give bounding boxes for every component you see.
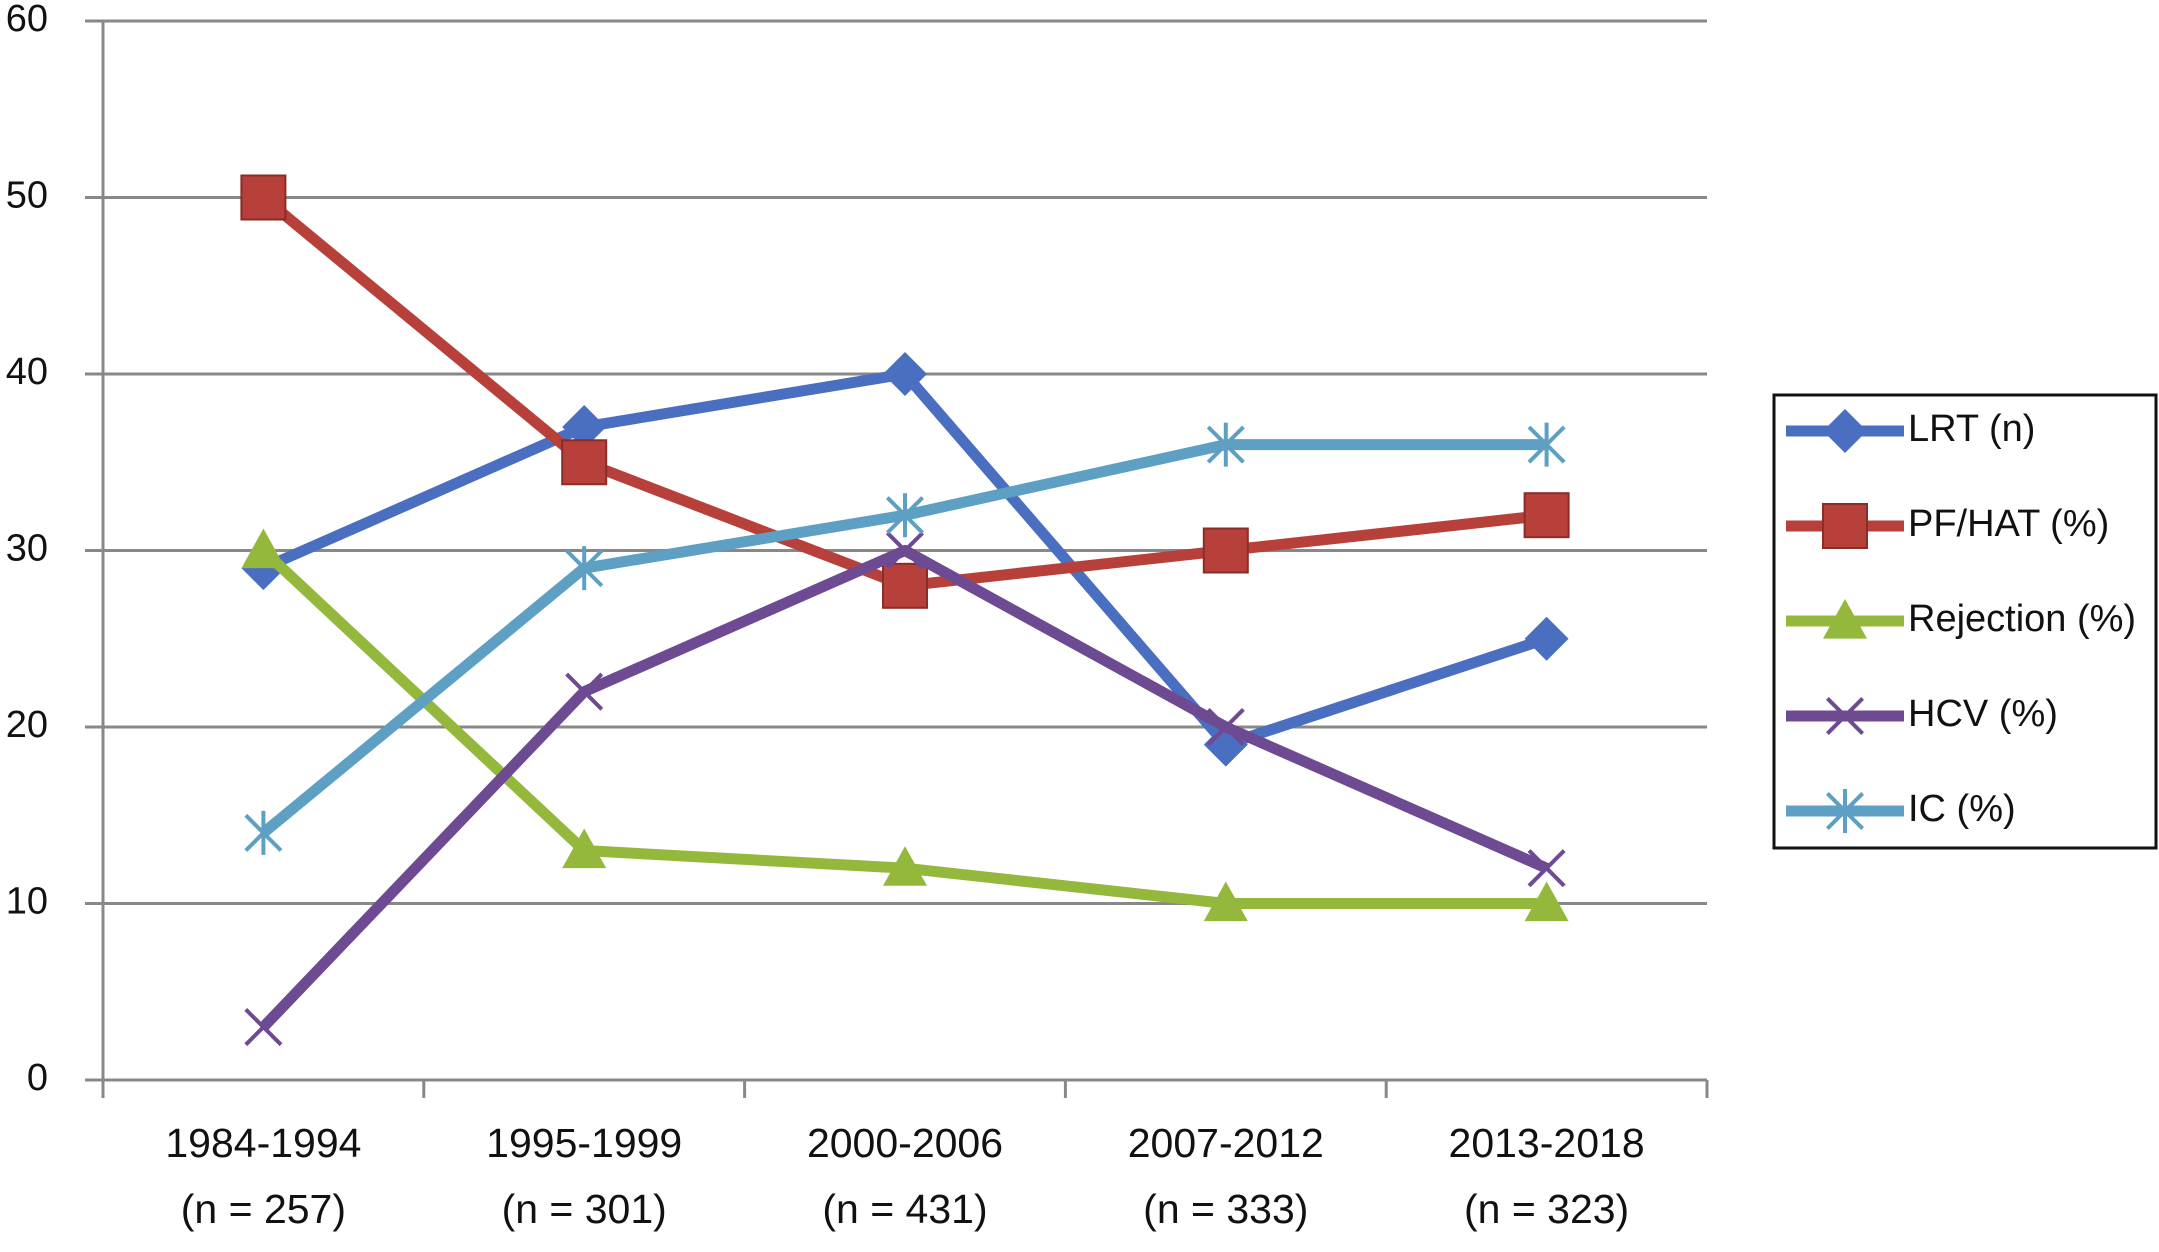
legend-label: IC (%) bbox=[1908, 788, 2016, 830]
x-tick-label: 1984-1994 bbox=[165, 1120, 361, 1166]
marker bbox=[562, 828, 607, 869]
x-tick-label: (n = 301) bbox=[502, 1186, 667, 1232]
y-tick-label: 50 bbox=[6, 175, 48, 217]
marker bbox=[1825, 789, 1865, 833]
marker bbox=[885, 531, 925, 570]
marker bbox=[1203, 881, 1248, 922]
series bbox=[241, 352, 1569, 767]
x-tick-label: (n = 323) bbox=[1464, 1186, 1629, 1232]
marker bbox=[1524, 616, 1569, 661]
y-tick-label: 10 bbox=[6, 881, 48, 923]
y-tick-label: 30 bbox=[6, 528, 48, 570]
x-tick-label: (n = 257) bbox=[181, 1186, 346, 1232]
y-tick-label: 40 bbox=[6, 351, 48, 393]
marker bbox=[1202, 527, 1249, 574]
marker bbox=[244, 810, 283, 855]
marker bbox=[883, 352, 927, 396]
series-line bbox=[259, 545, 1549, 1031]
marker bbox=[565, 546, 604, 591]
y-tick-label: 20 bbox=[6, 704, 48, 746]
marker bbox=[885, 493, 925, 538]
legend-label: LRT (n) bbox=[1908, 408, 2035, 450]
marker bbox=[1527, 422, 1566, 467]
x-tick-label: 2007-2012 bbox=[1128, 1120, 1324, 1166]
series bbox=[244, 422, 1566, 855]
legend-label: HCV (%) bbox=[1908, 693, 2058, 735]
marker bbox=[1206, 707, 1245, 747]
marker bbox=[1527, 849, 1566, 888]
y-tick-label: 0 bbox=[27, 1057, 48, 1099]
y-tick-label: 60 bbox=[6, 0, 48, 40]
legend-label: PF/HAT (%) bbox=[1908, 503, 2109, 545]
marker bbox=[882, 562, 928, 609]
x-tick-label: 2000-2006 bbox=[807, 1120, 1003, 1166]
legend-label: Rejection (%) bbox=[1908, 598, 2136, 640]
marker bbox=[562, 404, 607, 449]
x-tick-label: 1995-1999 bbox=[486, 1120, 682, 1166]
marker bbox=[241, 528, 286, 569]
marker bbox=[883, 846, 927, 886]
x-tick-label: (n = 333) bbox=[1143, 1186, 1308, 1232]
marker bbox=[1524, 881, 1569, 922]
x-tick-label: (n = 431) bbox=[822, 1186, 987, 1232]
series bbox=[241, 528, 1569, 922]
marker bbox=[1823, 409, 1867, 453]
marker bbox=[1822, 503, 1868, 549]
marker bbox=[1823, 599, 1867, 639]
marker bbox=[240, 174, 287, 221]
x-tick-label: 2013-2018 bbox=[1449, 1120, 1645, 1166]
marker bbox=[1206, 422, 1245, 467]
marker bbox=[244, 1008, 283, 1047]
series bbox=[244, 531, 1566, 1047]
marker bbox=[565, 672, 604, 711]
series bbox=[240, 174, 1570, 609]
marker bbox=[561, 439, 608, 486]
marker bbox=[1825, 696, 1865, 736]
marker bbox=[1523, 492, 1570, 539]
series-line bbox=[261, 368, 1549, 751]
